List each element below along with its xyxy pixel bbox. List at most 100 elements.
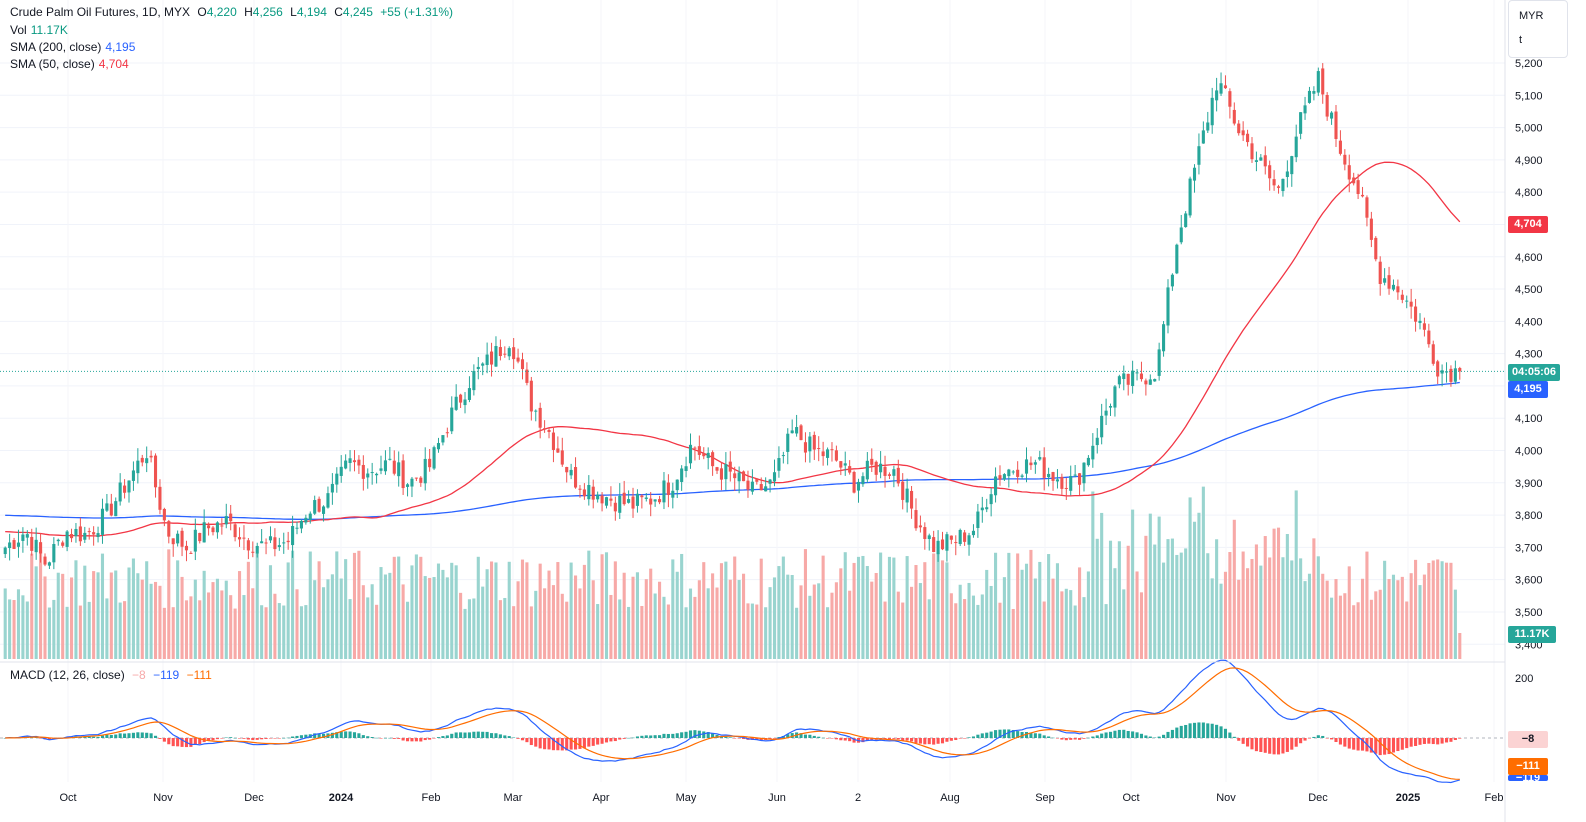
volume-bar	[512, 606, 516, 659]
macd-histogram-bar	[967, 737, 971, 738]
volume-bar	[830, 592, 834, 659]
volume-bar	[153, 581, 158, 659]
volume-bar	[467, 599, 471, 659]
macd-histogram-bar	[932, 738, 936, 745]
macd-histogram-bar	[352, 732, 357, 738]
candle-body	[883, 466, 887, 476]
volume-bar	[463, 608, 467, 659]
candle-body	[481, 363, 485, 366]
volume-bar	[432, 577, 436, 659]
macd-histogram-bar	[865, 738, 869, 741]
candle-body	[1303, 105, 1307, 114]
candle-body	[565, 466, 569, 473]
macd-histogram-bar	[719, 736, 723, 738]
volume-bar	[379, 567, 383, 659]
candle-body	[923, 527, 927, 540]
volume-bar	[1033, 578, 1037, 659]
legend-sma50-row[interactable]: SMA (50, close) 4,704	[10, 56, 129, 72]
macd-histogram-bar	[260, 738, 264, 740]
volume-bar	[123, 601, 127, 659]
legend-macd-row[interactable]: MACD (12, 26, close) −8 −119 −111	[10, 667, 212, 683]
candlesticks	[3, 63, 1462, 570]
volume-bar	[1117, 541, 1121, 659]
time-tick-label: Oct	[59, 792, 76, 804]
volume-bar	[516, 581, 520, 659]
macd-histogram-bar	[733, 738, 737, 739]
volume-bar	[1299, 558, 1303, 659]
volume-bar	[1458, 633, 1462, 659]
symbol-title[interactable]: Crude Palm Oil Futures, 1D, MYX	[10, 5, 191, 19]
volume-bar	[1055, 563, 1060, 659]
macd-histogram-bar	[87, 736, 91, 738]
macd-histogram-bar	[494, 733, 498, 738]
macd-histogram-bar	[1153, 737, 1157, 739]
macd-histogram-bar	[711, 733, 715, 738]
volume-bar	[1007, 552, 1011, 659]
volume-bar	[286, 562, 290, 659]
macd-histogram-bar	[313, 733, 317, 738]
candle-body	[317, 498, 321, 512]
macd-label: MACD (12, 26, close)	[10, 668, 125, 682]
macd-histogram-bar	[286, 737, 290, 739]
candle-body	[1210, 97, 1214, 126]
volume-bar	[105, 598, 109, 659]
candle-body	[127, 480, 131, 493]
macd-histogram-bar	[896, 738, 900, 740]
volume-bar	[733, 556, 737, 659]
macd-histogram-bar	[680, 732, 684, 738]
macd-histogram-bar	[428, 738, 432, 740]
volume-bar	[547, 570, 551, 659]
macd-histogram-bar	[220, 738, 224, 739]
candle-body	[662, 480, 666, 503]
macd-histogram-bar	[702, 731, 706, 738]
volume-bar	[414, 554, 418, 659]
candle-body	[1330, 112, 1334, 119]
candle-body	[123, 485, 127, 493]
candle-body	[8, 542, 12, 549]
time-axis[interactable]: Oct Nov Dec 2024 Feb Mar Apr May Jun 2 Aug Sep Oct No…	[59, 792, 1503, 804]
volume-bar	[1122, 589, 1126, 659]
candle-body	[901, 481, 905, 500]
macd-hist-tag: −8	[1508, 731, 1548, 748]
candle-body	[436, 443, 441, 450]
candle-body	[905, 488, 909, 503]
candle-body	[1272, 179, 1276, 186]
candle-body	[963, 532, 967, 542]
volume-bar	[834, 582, 838, 659]
candle-body	[1299, 112, 1303, 134]
candle-body	[1246, 133, 1250, 143]
candle-body	[971, 530, 976, 536]
volume-bar	[291, 550, 295, 659]
macd-line-path	[5, 659, 1460, 784]
macd-histogram-bar	[1113, 730, 1117, 738]
volume-bar	[596, 604, 600, 659]
candle-body	[30, 536, 34, 551]
macd-histogram-bar	[1241, 738, 1245, 744]
macd-histogram-bar	[348, 731, 352, 738]
macd-histogram-bar	[467, 732, 471, 738]
macd-histogram-bar	[803, 734, 807, 738]
volume-bar	[742, 573, 746, 659]
candle-body	[202, 522, 206, 543]
currency-unit-selector[interactable]: MYR t	[1508, 0, 1568, 58]
macd-histogram-bar	[609, 738, 613, 742]
volume-bar	[1422, 574, 1426, 659]
macd-histogram-bar	[1166, 731, 1170, 738]
candle-body	[220, 525, 224, 527]
legend-sma200-row[interactable]: SMA (200, close) 4,195	[10, 39, 135, 55]
macd-histogram-bar	[1237, 738, 1241, 741]
macd-histogram-bar	[582, 738, 586, 749]
candle-body	[918, 525, 922, 528]
volume-bar	[242, 595, 246, 659]
candle-body	[768, 479, 772, 484]
macd-histogram-bar	[940, 738, 945, 744]
macd-histogram-bar	[268, 738, 273, 739]
candle-body	[697, 446, 701, 455]
macd-histogram-bar	[299, 735, 303, 738]
volume-bar	[826, 607, 830, 659]
legend-volume-row[interactable]: Vol 11.17K	[10, 22, 68, 38]
price-axis[interactable]: 3,4003,5003,6003,7003,8003,9004,0004,100…	[1515, 58, 1543, 685]
candle-body	[1440, 370, 1444, 374]
macd-histogram-bar	[688, 730, 693, 738]
